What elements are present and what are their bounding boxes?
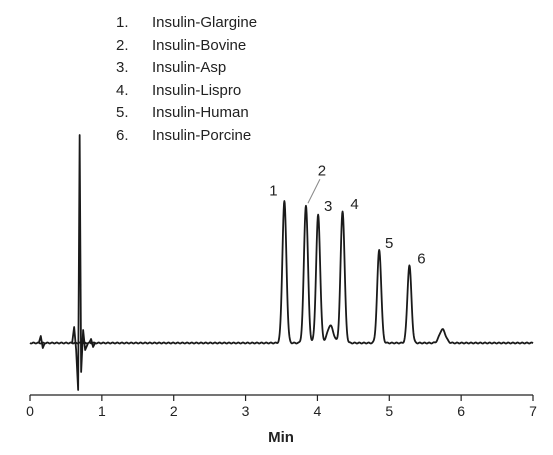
- legend-item-name: Insulin-Asp: [152, 59, 227, 76]
- legend-item: 2. Insulin-Bovine: [116, 35, 257, 58]
- legend-item-name: Insulin-Porcine: [152, 126, 252, 144]
- x-tick-label: 1: [98, 403, 106, 419]
- legend-item: 3. Insulin-Asp: [116, 57, 257, 80]
- x-tick-label: 5: [385, 403, 393, 419]
- legend-item-number: 2.: [116, 36, 129, 54]
- legend-item-name: Insulin-Human: [152, 104, 249, 121]
- legend-item-name: Insulin-Bovine: [152, 36, 247, 54]
- legend-item: 6. Insulin-Porcine: [116, 125, 257, 148]
- x-tick-label: 0: [26, 403, 34, 419]
- x-axis-label: Min: [268, 429, 294, 446]
- legend-item: 4. Insulin-Lispro: [116, 80, 257, 103]
- x-tick-label: 3: [242, 403, 250, 419]
- peak-labels: 1 2 3 4 5 6: [269, 162, 425, 267]
- chromatogram-trace: [29, 134, 534, 391]
- peak-label: 2: [318, 162, 326, 179]
- x-tick-label: 7: [529, 403, 537, 419]
- x-tick-label: 6: [457, 403, 465, 419]
- legend-item-number: 1.: [116, 14, 129, 31]
- legend-item-name: Insulin-Glargine: [152, 14, 258, 31]
- peak-label: 1: [269, 182, 277, 199]
- x-tick-label: 2: [170, 403, 178, 419]
- legend-item-number: 5.: [116, 104, 129, 121]
- peak-label: 5: [385, 235, 393, 252]
- legend-item: 5. Insulin-Human: [116, 102, 257, 125]
- peak-2-leader-line: [307, 179, 321, 204]
- legend-item-number: 6.: [116, 126, 129, 144]
- legend: 1. Insulin-Glargine 2. Insulin-Bovine 3. Insu…: [116, 12, 257, 147]
- legend-item-name: Insulin-Lispro: [152, 81, 242, 99]
- x-ticks: 0 1 2 3 4 5 6 7: [26, 395, 537, 419]
- peak-label: 3: [324, 198, 332, 215]
- legend-item-number: 3.: [116, 59, 129, 76]
- legend-item-number: 4.: [116, 81, 129, 99]
- x-tick-label: 4: [314, 403, 322, 419]
- legend-item: 1. Insulin-Glargine: [116, 12, 257, 35]
- peak-label: 6: [417, 250, 425, 267]
- peak-label: 4: [350, 196, 358, 213]
